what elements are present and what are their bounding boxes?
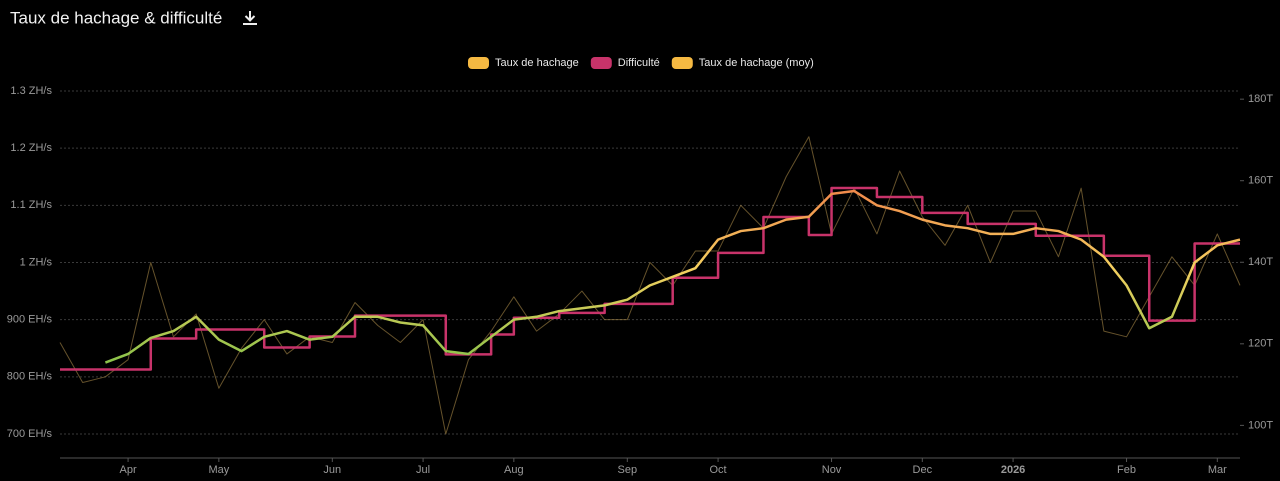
download-icon[interactable]: [243, 11, 257, 25]
chart-title: Taux de hachage & difficulté: [10, 8, 222, 27]
y2-tick-label: 160T: [1248, 175, 1273, 187]
legend: Taux de hachage Difficulté Taux de hachage…: [468, 57, 814, 69]
x-tick-label: Oct: [710, 464, 727, 476]
x-tick-label: Nov: [822, 464, 842, 476]
series-line: [104, 189, 1241, 364]
legend-swatch: [468, 57, 489, 69]
legend-swatch: [590, 57, 612, 69]
y2-tick-label: 140T: [1248, 256, 1273, 268]
series-line: [60, 186, 1240, 371]
x-tick-label: Dec: [913, 464, 933, 476]
legend-label: Taux de hachage (moy): [699, 57, 814, 69]
y-tick-label: 700 EH/s: [7, 428, 53, 440]
y-tick-label: 900 EH/s: [7, 314, 53, 326]
legend-swatch: [671, 57, 693, 69]
y2-tick-label: 120T: [1248, 338, 1273, 350]
x-tick-label: May: [208, 464, 229, 476]
y-tick-label: 1.1 ZH/s: [10, 199, 52, 211]
x-tick-label: Apr: [120, 464, 137, 476]
y-tick-label: 1.3 ZH/s: [10, 85, 52, 97]
y2-tick-label: 100T: [1248, 419, 1273, 431]
legend-label: Taux de hachage: [495, 57, 579, 69]
x-tick-label: Mar: [1208, 464, 1227, 476]
y-tick-label: 800 EH/s: [7, 371, 53, 383]
y-tick-label: 1 ZH/s: [20, 256, 53, 268]
x-tick-label: Aug: [504, 464, 524, 476]
legend-label: Difficulté: [618, 57, 660, 69]
y-tick-label: 1.2 ZH/s: [10, 142, 52, 154]
x-tick-label: Jun: [323, 464, 341, 476]
x-tick-label: Jul: [416, 464, 430, 476]
x-tick-label: Sep: [618, 464, 638, 476]
y2-tick-label: 180T: [1248, 93, 1273, 105]
x-tick-label: 2026: [1001, 464, 1025, 476]
x-tick-label: Feb: [1117, 464, 1136, 476]
